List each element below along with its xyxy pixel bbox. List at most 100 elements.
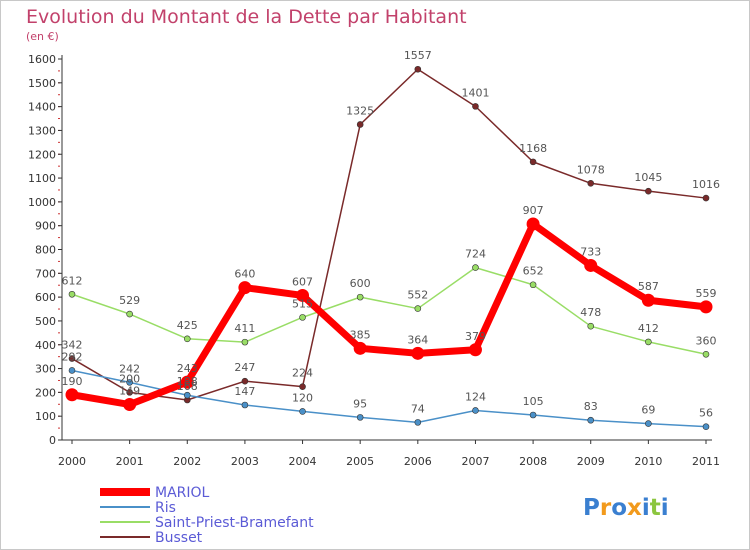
logo-letter: x <box>627 495 642 521</box>
data-point-busset <box>472 103 479 110</box>
data-label-ris: 292 <box>62 350 83 363</box>
data-label-ris: 147 <box>234 385 255 398</box>
x-tick-label: 2003 <box>231 455 259 468</box>
data-point-saint-priest-bramefant <box>126 310 133 318</box>
data-label-ris: 83 <box>584 400 598 413</box>
y-tick-label: 1600 <box>28 53 56 66</box>
data-point-busset <box>68 355 76 362</box>
data-label-saint-priest-bramefant: 529 <box>119 294 140 307</box>
data-label-mariol: 733 <box>580 245 601 258</box>
y-tick-label: 700 <box>35 267 56 280</box>
data-label-mariol: 190 <box>62 375 83 388</box>
series-layer <box>65 65 713 430</box>
data-point-ris <box>529 411 537 419</box>
x-tick-label: 2002 <box>173 455 201 468</box>
series-line-busset <box>71 68 707 401</box>
x-tick-label: 2005 <box>346 455 374 468</box>
data-point-saint-priest-bramefant <box>702 350 710 358</box>
x-tick-label: 2009 <box>577 455 605 468</box>
y-tick-label: 1000 <box>28 196 56 209</box>
data-point-saint-priest-bramefant <box>68 290 76 298</box>
data-point-busset <box>356 121 364 128</box>
data-label-busset: 224 <box>292 367 313 380</box>
data-point-mariol <box>123 398 137 412</box>
data-label-busset: 247 <box>234 361 255 374</box>
y-tick-label: 800 <box>35 244 56 257</box>
data-label-mariol: 587 <box>638 280 659 293</box>
data-point-ris <box>241 401 249 409</box>
y-tick-labels: 0 100 200 300 400 500 600 700 800 900 1000 1100 1200… <box>28 53 62 447</box>
data-label-busset: 1045 <box>634 171 662 184</box>
data-label-busset: 342 <box>62 339 83 352</box>
x-tick-label: 2004 <box>289 455 317 468</box>
data-point-ris <box>414 419 422 426</box>
series-line-mariol <box>68 220 710 409</box>
data-point-mariol <box>411 346 425 360</box>
data-label-ris: 95 <box>353 397 367 410</box>
data-label-mariol: 907 <box>523 204 544 217</box>
y-tick-label: 400 <box>35 339 56 352</box>
x-tick-label: 2010 <box>634 455 662 468</box>
data-label-busset: 1078 <box>577 163 605 176</box>
data-point-ris <box>299 408 306 415</box>
data-point-saint-priest-bramefant <box>299 314 306 321</box>
data-label-mariol: 385 <box>350 328 371 341</box>
data-label-mariol: 243 <box>177 362 198 375</box>
data-point-saint-priest-bramefant <box>472 264 479 271</box>
data-point-busset <box>126 389 133 396</box>
data-label-ris: 242 <box>119 362 140 375</box>
axes: 0 100 200 300 400 500 600 700 800 900 1000 1100 1200… <box>28 53 720 468</box>
data-label-busset: 1557 <box>404 49 432 62</box>
data-label-saint-priest-bramefant: 411 <box>234 322 255 335</box>
y-tick-label: 200 <box>35 386 56 399</box>
data-label-busset: 200 <box>119 372 140 385</box>
y-tick-label: 1400 <box>28 101 56 114</box>
data-point-mariol <box>180 375 194 389</box>
logo-letter: i <box>661 495 669 521</box>
x-tick-label: 2008 <box>519 455 547 468</box>
data-label-mariol: 379 <box>465 330 486 343</box>
data-point-mariol <box>65 388 79 402</box>
data-label-mariol: 559 <box>696 287 717 300</box>
data-label-saint-priest-bramefant: 612 <box>62 274 83 287</box>
logo-letter: P <box>583 495 600 521</box>
data-point-ris <box>702 423 710 430</box>
logo-letter: i <box>642 495 650 521</box>
data-label-busset: 1401 <box>461 86 489 99</box>
x-tick-label: 2007 <box>461 455 489 468</box>
chart-subtitle: (en €) <box>26 30 59 43</box>
legend-label-busset: Busset <box>155 530 203 546</box>
y-tick-label: 600 <box>35 291 56 304</box>
data-point-saint-priest-bramefant <box>183 335 191 343</box>
data-point-ris <box>587 416 595 424</box>
data-point-busset <box>529 158 537 166</box>
data-label-saint-priest-bramefant: 360 <box>696 334 717 347</box>
data-point-ris <box>68 367 76 374</box>
data-label-saint-priest-bramefant: 552 <box>407 289 428 302</box>
logo-letter: t <box>650 495 661 521</box>
data-point-ris <box>183 391 191 399</box>
data-point-mariol <box>526 217 540 231</box>
data-label-saint-priest-bramefant: 600 <box>350 277 371 290</box>
legend: MARIOL Ris Saint-Priest-Bramefant Busset <box>100 485 314 546</box>
y-tick-label: 1300 <box>28 124 56 137</box>
data-label-ris: 188 <box>177 375 198 388</box>
legend-item-busset: Busset <box>100 530 203 546</box>
y-tick-label: 0 <box>49 434 56 447</box>
series-line-ris <box>71 369 707 428</box>
data-point-saint-priest-bramefant <box>356 293 364 301</box>
data-label-busset: 1168 <box>519 142 547 155</box>
data-point-mariol <box>641 293 655 307</box>
data-point-mariol <box>353 341 367 355</box>
y-tick-label: 300 <box>35 363 56 376</box>
data-label-ris: 69 <box>641 404 655 417</box>
data-point-saint-priest-bramefant <box>241 338 249 346</box>
x-tick-label: 2011 <box>692 455 720 468</box>
legend-label-ris: Ris <box>155 500 176 516</box>
y-tick-label: 1500 <box>28 77 56 90</box>
data-point-ris <box>472 407 479 414</box>
x-tick-label: 2006 <box>404 455 432 468</box>
data-point-mariol <box>699 300 713 314</box>
